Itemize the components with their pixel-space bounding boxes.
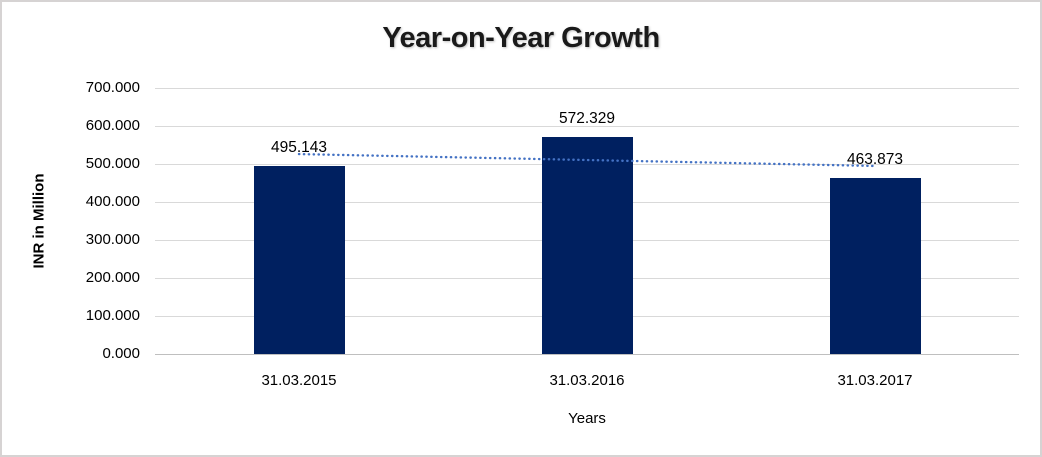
x-axis-title: Years [568, 410, 606, 427]
y-tick-label: 600.000 [85, 117, 140, 134]
x-tick-label: 31.03.2015 [261, 372, 337, 389]
x-tick-label: 31.03.2017 [837, 372, 913, 389]
bar-31.03.2016 [541, 136, 633, 354]
bar-value-label: 572.329 [558, 109, 616, 127]
y-tick-label: 500.000 [85, 155, 140, 172]
y-axis-title: INR in Million [30, 173, 48, 269]
y-tick-label: 200.000 [85, 269, 140, 286]
bar-31.03.2015 [253, 165, 345, 354]
y-tick-label: 100.000 [85, 307, 140, 324]
x-tick-label: 31.03.2016 [549, 372, 625, 389]
y-tick-label: 400.000 [85, 193, 140, 210]
y-tick-label: 300.000 [85, 231, 140, 248]
y-tick-label: 0.000 [102, 345, 140, 362]
bar-31.03.2017 [829, 177, 921, 354]
bar-value-label: 463.873 [846, 150, 904, 168]
chart-title: Year-on-Year Growth [382, 22, 660, 54]
bar-value-label: 495.143 [270, 138, 328, 156]
gridline [155, 87, 1019, 89]
gridline [155, 125, 1019, 127]
plot-area: 495.143 572.329 463.873 [155, 87, 1019, 355]
x-axis-line [155, 353, 1019, 355]
y-tick-label: 700.000 [85, 79, 140, 96]
